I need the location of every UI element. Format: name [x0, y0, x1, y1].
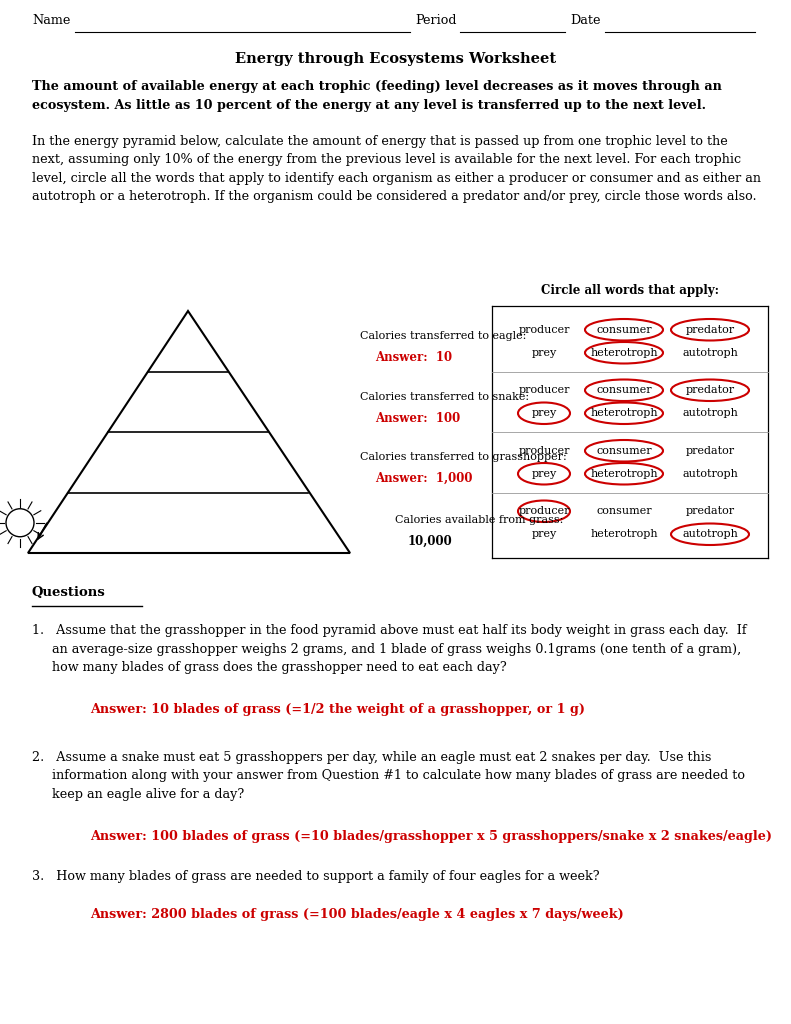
Text: autotroph: autotroph	[682, 409, 738, 418]
Text: consumer: consumer	[596, 445, 652, 456]
Text: heterotroph: heterotroph	[590, 529, 658, 540]
Text: Answer: 10 blades of grass (=1/2 the weight of a grasshopper, or 1 g): Answer: 10 blades of grass (=1/2 the wei…	[90, 703, 585, 716]
Text: Answer:  1,000: Answer: 1,000	[375, 472, 472, 485]
Text: Circle all words that apply:: Circle all words that apply:	[541, 284, 719, 297]
Text: keep an eagle alive for a day?: keep an eagle alive for a day?	[32, 788, 244, 801]
Text: producer: producer	[518, 506, 570, 516]
Text: prey: prey	[532, 409, 557, 418]
Text: 1.   Assume that the grasshopper in the food pyramid above must eat half its bod: 1. Assume that the grasshopper in the fo…	[32, 624, 747, 637]
Text: consumer: consumer	[596, 385, 652, 395]
Text: producer: producer	[518, 325, 570, 335]
Text: heterotroph: heterotroph	[590, 469, 658, 479]
Text: how many blades of grass does the grasshopper need to eat each day?: how many blades of grass does the grassh…	[32, 662, 507, 674]
Text: autotroph: autotroph	[682, 529, 738, 540]
Text: 3.   How many blades of grass are needed to support a family of four eagles for : 3. How many blades of grass are needed t…	[32, 870, 600, 883]
Text: Date: Date	[570, 14, 600, 27]
Text: prey: prey	[532, 348, 557, 357]
Text: autotroph: autotroph	[682, 469, 738, 479]
Text: Answer: 2800 blades of grass (=100 blades/eagle x 4 eagles x 7 days/week): Answer: 2800 blades of grass (=100 blade…	[90, 908, 624, 921]
Text: producer: producer	[518, 385, 570, 395]
Text: 10,000: 10,000	[407, 535, 452, 548]
Text: heterotroph: heterotroph	[590, 409, 658, 418]
Text: consumer: consumer	[596, 325, 652, 335]
Text: Calories transferred to grasshopper:: Calories transferred to grasshopper:	[360, 453, 566, 462]
Text: predator: predator	[686, 445, 735, 456]
Text: predator: predator	[686, 325, 735, 335]
Text: Calories transferred to eagle:: Calories transferred to eagle:	[360, 331, 526, 341]
Text: 2.   Assume a snake must eat 5 grasshoppers per day, while an eagle must eat 2 s: 2. Assume a snake must eat 5 grasshopper…	[32, 751, 711, 764]
Text: Period: Period	[415, 14, 456, 27]
Text: Calories available from grass:: Calories available from grass:	[395, 515, 563, 524]
Text: ecosystem. As little as 10 percent of the energy at any level is transferred up : ecosystem. As little as 10 percent of th…	[32, 98, 706, 112]
Text: predator: predator	[686, 506, 735, 516]
Text: heterotroph: heterotroph	[590, 348, 658, 357]
Text: autotroph or a heterotroph. If the organism could be considered a predator and/o: autotroph or a heterotroph. If the organ…	[32, 190, 757, 204]
Text: The amount of available energy at each trophic (feeding) level decreases as it m: The amount of available energy at each t…	[32, 80, 722, 93]
Text: Answer:  10: Answer: 10	[375, 351, 452, 365]
Text: Calories transferred to snake:: Calories transferred to snake:	[360, 392, 529, 401]
Text: Energy through Ecosystems Worksheet: Energy through Ecosystems Worksheet	[235, 52, 556, 66]
Text: Questions: Questions	[32, 586, 106, 599]
Text: Answer: 100 blades of grass (=10 blades/grasshopper x 5 grasshoppers/snake x 2 s: Answer: 100 blades of grass (=10 blades/…	[90, 830, 772, 843]
Text: predator: predator	[686, 385, 735, 395]
Text: level, circle all the words that apply to identify each organism as either a pro: level, circle all the words that apply t…	[32, 172, 761, 185]
Text: prey: prey	[532, 469, 557, 479]
Text: Answer:  100: Answer: 100	[375, 412, 460, 425]
Text: prey: prey	[532, 529, 557, 540]
Text: autotroph: autotroph	[682, 348, 738, 357]
Text: information along with your answer from Question #1 to calculate how many blades: information along with your answer from …	[32, 769, 745, 782]
Text: In the energy pyramid below, calculate the amount of energy that is passed up fr: In the energy pyramid below, calculate t…	[32, 135, 728, 148]
Text: producer: producer	[518, 445, 570, 456]
Text: consumer: consumer	[596, 506, 652, 516]
Text: Name: Name	[32, 14, 70, 27]
Text: an average-size grasshopper weighs 2 grams, and 1 blade of grass weighs 0.1grams: an average-size grasshopper weighs 2 gra…	[32, 642, 741, 655]
Text: next, assuming only 10% of the energy from the previous level is available for t: next, assuming only 10% of the energy fr…	[32, 154, 741, 167]
